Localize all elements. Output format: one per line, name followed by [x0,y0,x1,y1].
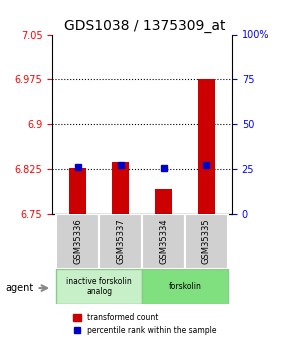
Bar [112,162,129,214]
Text: forskolin: forskolin [168,282,201,291]
Bar [155,189,172,214]
FancyBboxPatch shape [142,214,185,269]
FancyBboxPatch shape [57,269,142,304]
Text: GSM35334: GSM35334 [159,219,168,264]
Text: GDS1038 / 1375309_at: GDS1038 / 1375309_at [64,19,226,33]
FancyBboxPatch shape [99,214,142,269]
Text: GSM35336: GSM35336 [73,219,82,264]
Text: GSM35337: GSM35337 [116,219,125,264]
FancyBboxPatch shape [185,214,228,269]
Bar [198,79,215,214]
Bar [69,168,86,214]
Legend: transformed count, percentile rank within the sample: transformed count, percentile rank withi… [70,310,220,338]
Text: inactive forskolin
analog: inactive forskolin analog [66,277,132,296]
Text: agent: agent [6,283,34,293]
FancyBboxPatch shape [57,214,99,269]
FancyBboxPatch shape [142,269,228,304]
Text: GSM35335: GSM35335 [202,219,211,264]
